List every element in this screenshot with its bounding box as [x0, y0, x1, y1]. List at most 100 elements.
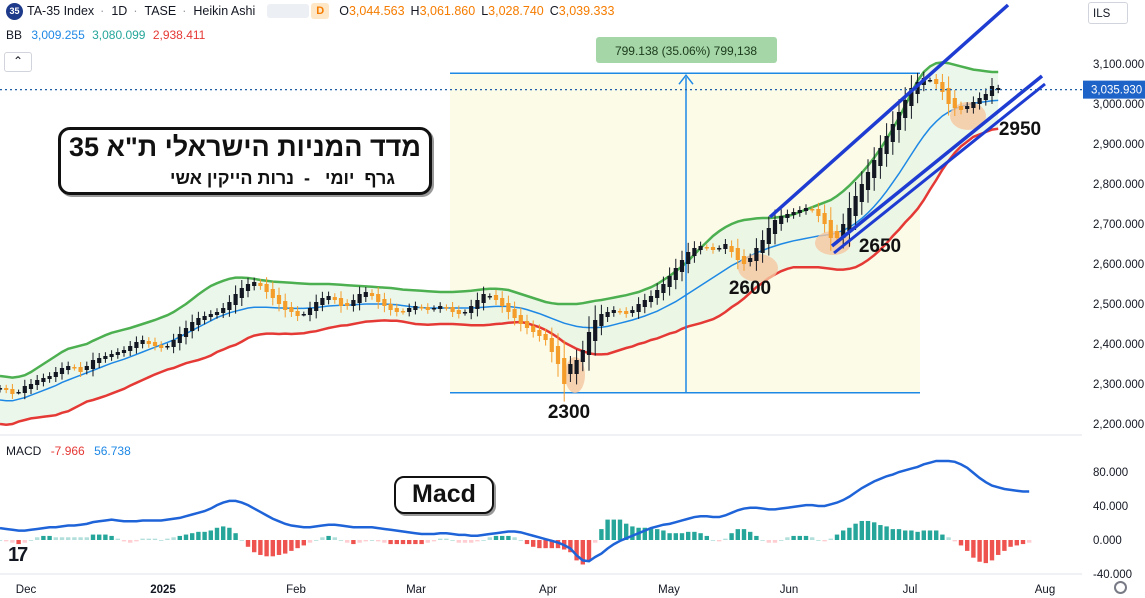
macd-hist-bar	[332, 537, 337, 540]
title-line-2: גרף יומי - נרות הייקין אשי	[170, 168, 395, 188]
macd-hist-bar	[109, 535, 114, 540]
macd-hist-bar	[524, 540, 530, 545]
time-tick-label: Jun	[780, 584, 799, 596]
candle-body	[233, 294, 238, 305]
candle-body	[128, 346, 133, 351]
price-tick-label: 2,700.000	[1093, 219, 1144, 231]
candle-body	[642, 300, 647, 307]
macd-hist-bar	[276, 540, 282, 555]
candle-body	[78, 367, 83, 372]
macd-hist-bar	[946, 537, 951, 540]
candle-body	[10, 389, 15, 394]
chart-header: 35 TA-35 Index · 1D · TASE · Heikin Ashi D …	[0, 0, 620, 22]
candle-body	[896, 112, 902, 130]
macd-hist-bar	[264, 540, 269, 557]
candle-body	[816, 209, 821, 216]
candle-body	[599, 314, 604, 326]
macd-hist-bar	[338, 540, 344, 541]
macd-legend[interactable]: MACD -7.966 56.738	[6, 444, 131, 458]
candle-body	[593, 320, 598, 341]
macd-hist-bar	[896, 529, 902, 540]
macd-hist-bar	[72, 537, 77, 540]
macd-hist-bar	[655, 529, 660, 540]
macd-hist-bar	[252, 540, 257, 553]
candle-body	[624, 311, 629, 314]
macd-hist-bar	[128, 540, 133, 543]
macd-hist-bar	[1008, 540, 1013, 547]
candle-body	[438, 306, 443, 309]
macd-tick-label: 0.000	[1093, 535, 1122, 547]
macd-hist-bar	[630, 526, 635, 540]
candle-body	[41, 378, 46, 382]
macd-hist-bar	[903, 530, 908, 540]
macd-hist-bar	[555, 540, 561, 549]
macd-hist-bar	[958, 540, 964, 546]
candle-body	[357, 294, 362, 303]
bb-legend[interactable]: BB 3,009.255 3,080.099 2,938.411	[6, 28, 205, 42]
macd-hist-bar	[295, 540, 300, 549]
macd-hist-bar	[989, 540, 995, 561]
macd-hist-bar	[351, 540, 356, 545]
color-swatch-toggle[interactable]	[267, 4, 310, 18]
macd-hist-bar	[0, 540, 3, 541]
macd-hist-bar	[90, 534, 96, 540]
macd-hist-bar	[1027, 540, 1032, 543]
time-tick-label: May	[658, 584, 680, 596]
candle-body	[828, 220, 833, 238]
candle-body	[518, 315, 523, 324]
candle-body	[388, 304, 393, 310]
gear-icon[interactable]	[1114, 581, 1127, 594]
macd-hist-bar	[214, 527, 220, 540]
macd-hist-bar	[146, 538, 151, 540]
price-label: 3,035.930	[1091, 85, 1142, 97]
macd-hist-bar	[872, 522, 877, 540]
macd-hist-bar	[469, 540, 474, 543]
price-axis-panel[interactable]	[1082, 0, 1145, 598]
candle-body	[72, 367, 77, 369]
macd-hist-bar	[692, 531, 697, 540]
candle-body	[667, 276, 672, 287]
bb-basis-value: 3,009.255	[31, 28, 85, 42]
annotation-2600: 2600	[729, 278, 771, 299]
candle-body	[400, 311, 406, 313]
macd-hist-bar	[506, 535, 511, 540]
tradingview-logo[interactable]: 17	[8, 544, 28, 566]
time-tick-label: Jul	[903, 584, 918, 596]
candle-body	[965, 106, 970, 109]
candle-body	[245, 284, 251, 291]
candle-body	[586, 332, 592, 355]
candle-body	[735, 248, 740, 260]
macd-hist-bar	[400, 540, 406, 545]
candle-body	[655, 290, 660, 298]
macd-hist-bar	[791, 535, 796, 540]
macd-hist-bar	[66, 537, 71, 540]
candle-body	[878, 148, 883, 166]
macd-hist-bar	[568, 540, 573, 553]
interval-label[interactable]: 1D	[111, 4, 128, 18]
close-label: C	[549, 4, 559, 18]
data-status-badge[interactable]: D	[311, 3, 330, 19]
currency-selector[interactable]: ILS	[1088, 2, 1128, 24]
macd-hist-bar	[810, 537, 815, 540]
candle-body	[264, 284, 269, 292]
macd-hist-bar	[103, 534, 108, 540]
macd-hist-bar	[165, 538, 170, 540]
chart-style-label[interactable]: Heikin Ashi	[193, 4, 256, 18]
time-tick-label: Aug	[1035, 584, 1055, 596]
candle-body	[407, 308, 412, 312]
candle-body	[345, 303, 350, 306]
symbol-badge[interactable]: 35	[6, 2, 23, 20]
candle-body	[376, 294, 381, 302]
macd-tick-label: 80.000	[1093, 467, 1128, 479]
candle-body	[710, 247, 716, 250]
symbol-name[interactable]: TA-35 Index	[27, 4, 95, 18]
annotation-2950: 2950	[999, 119, 1041, 140]
chevron-up-icon[interactable]: ⌃	[4, 52, 32, 72]
title-line-1: מדד המניות הישראלי ת"א 35	[68, 132, 421, 162]
candle-body	[227, 302, 232, 310]
candle-body	[146, 341, 151, 344]
macd-hist-bar	[227, 527, 232, 540]
macd-hist-bar	[797, 535, 802, 540]
low-value: 3,028.740	[488, 4, 544, 18]
